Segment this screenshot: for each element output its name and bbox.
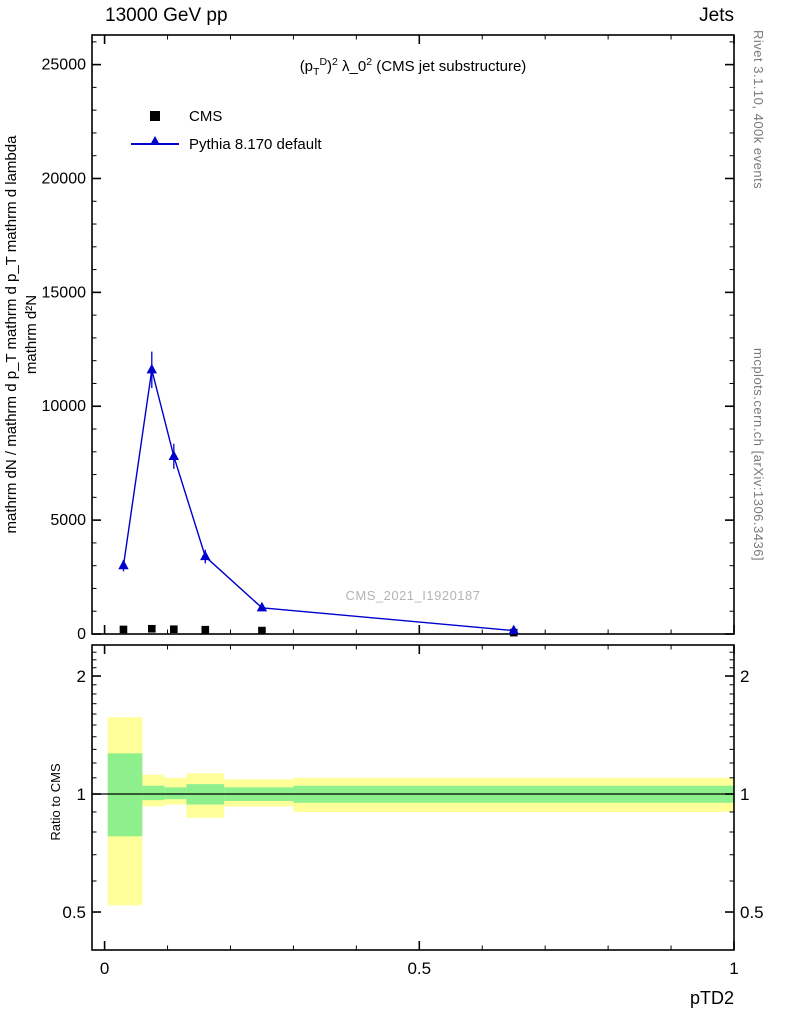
svg-text:0.5: 0.5: [62, 903, 86, 922]
main-y-axis-label-line-outer: mathrm dN / mathrm d p_T mathrm d p_T ma…: [3, 135, 20, 534]
legend-item-pythia: Pythia 8.170 default: [127, 130, 322, 158]
legend: CMS Pythia 8.170 default: [127, 102, 322, 158]
title-segment: λ_0: [337, 58, 367, 75]
legend-item-cms: CMS: [127, 102, 322, 130]
rivet-version-note: Rivet 3.1.10, 400k events: [751, 30, 766, 190]
title-superscript-2: 2: [366, 56, 373, 68]
svg-text:25000: 25000: [42, 57, 87, 74]
title-segment: (CMS jet substructure): [372, 58, 527, 75]
title-segment: ): [327, 58, 333, 75]
svg-text:20000: 20000: [42, 170, 87, 187]
pythia-triangle-marker-icon: [149, 136, 160, 145]
svg-text:10000: 10000: [42, 398, 87, 415]
header-beam-energy: 13000 GeV pp: [105, 5, 228, 26]
svg-text:2: 2: [740, 667, 749, 686]
legend-label-pythia: Pythia 8.170 default: [189, 135, 322, 153]
svg-text:5000: 5000: [50, 512, 86, 529]
svg-text:0: 0: [100, 959, 109, 978]
title-superscript-d: D: [319, 56, 328, 68]
cms-square-marker-icon: [150, 111, 160, 121]
pythia-line-marker-icon: [131, 136, 179, 145]
svg-text:15000: 15000: [42, 284, 87, 301]
title-superscript-2: 2: [332, 56, 338, 68]
plot-title: (pTD)2 λ_02 (CMS jet substructure): [92, 56, 734, 78]
main-y-axis-label-line-inner: mathrm d²N: [23, 294, 40, 375]
header-analysis-group: Jets: [699, 5, 734, 26]
svg-text:1: 1: [740, 785, 749, 804]
mcplots-citation-note: mcplots.cern.ch [arXiv:1306.3436]: [751, 348, 766, 562]
svg-text:2: 2: [77, 667, 86, 686]
ratio-y-axis-label: Ratio to CMS: [48, 763, 63, 841]
x-axis-label: pTD2: [689, 988, 734, 1008]
title-segment: (p: [299, 58, 314, 75]
watermark-analysis-id: CMS_2021_I1920187: [345, 588, 481, 603]
legend-marker-area: [127, 111, 183, 121]
legend-marker-area: [127, 136, 183, 145]
svg-text:0.5: 0.5: [740, 903, 764, 922]
main-y-axis-label: mathrm dN / mathrm d p_T mathrm d p_T ma…: [2, 35, 42, 634]
svg-text:0: 0: [77, 626, 86, 643]
svg-text:0.5: 0.5: [407, 959, 431, 978]
legend-label-cms: CMS: [189, 107, 223, 125]
title-subscript-t: T: [313, 66, 320, 78]
svg-text:1: 1: [729, 959, 738, 978]
svg-text:1: 1: [77, 785, 86, 804]
